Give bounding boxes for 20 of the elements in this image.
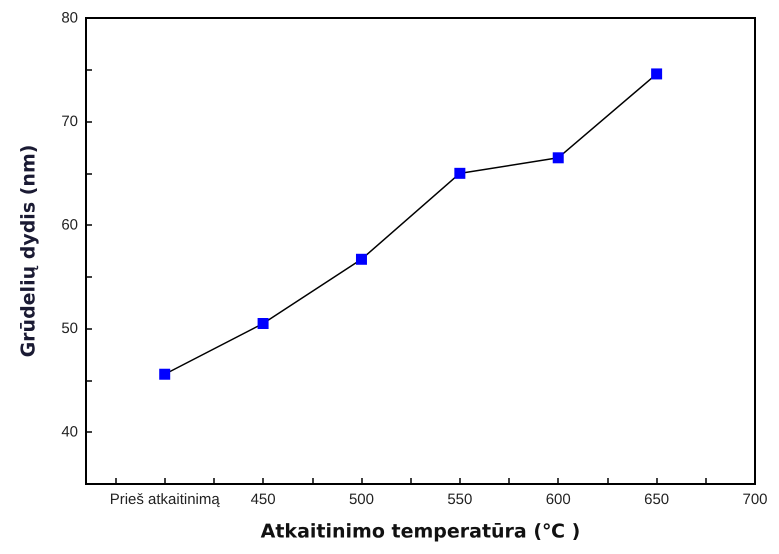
y-tick-label: 40 <box>61 424 78 441</box>
x-tick-label: 450 <box>250 491 276 508</box>
point <box>356 254 367 265</box>
x-axis-title: Atkaitinimo temperatūra (℃ ) <box>260 520 580 542</box>
x-tick-label: Prieš atkaitinimą <box>110 491 220 508</box>
point <box>454 168 466 179</box>
point <box>552 152 564 164</box>
x-tick-label: 500 <box>348 491 374 508</box>
point <box>651 68 662 80</box>
y-tick-label: 60 <box>61 216 78 234</box>
y-tick-label: 70 <box>61 113 78 130</box>
y-tick-label: 80 <box>61 10 78 26</box>
x-tick-label: 650 <box>644 491 670 508</box>
y-axis-title: Grūdelių dydis (nm) <box>18 144 40 358</box>
x-tick-label: 600 <box>546 491 571 508</box>
x-tick-label: 700 <box>742 491 768 508</box>
y-tick-label: 50 <box>61 320 78 338</box>
point <box>159 368 170 380</box>
point <box>258 318 269 329</box>
x-tick-label: 550 <box>447 491 472 508</box>
